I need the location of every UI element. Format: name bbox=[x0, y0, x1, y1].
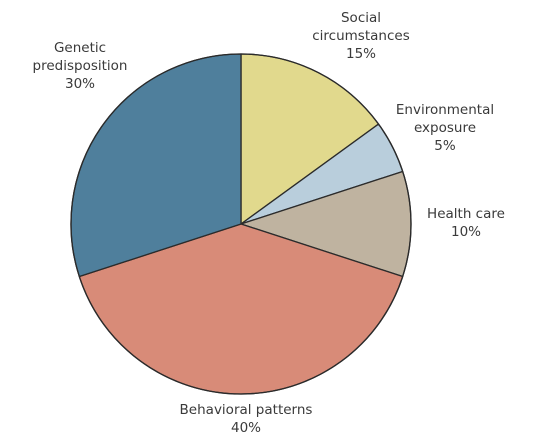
slice-label-health-care: Health care 10% bbox=[427, 206, 505, 240]
slice-name-label: circumstances bbox=[312, 28, 409, 44]
slice-value-label: 5% bbox=[434, 138, 456, 154]
slice-name-label: Behavioral patterns bbox=[180, 402, 313, 418]
slice-label-social-circumstances: Social circumstances 15% bbox=[312, 10, 409, 62]
slice-value-label: 10% bbox=[451, 224, 481, 240]
pie-labels: Social circumstances 15% Environmental expos… bbox=[33, 10, 505, 436]
slice-name-label: Environmental bbox=[396, 102, 494, 118]
slice-value-label: 15% bbox=[346, 46, 376, 62]
slice-value-label: 30% bbox=[65, 76, 95, 92]
slice-name-label: exposure bbox=[414, 120, 476, 136]
slice-value-label: 40% bbox=[231, 420, 261, 436]
slice-name-label: Health care bbox=[427, 206, 505, 222]
slice-label-behavioral-patterns: Behavioral patterns 40% bbox=[180, 402, 313, 436]
slice-name-label: Genetic bbox=[54, 40, 106, 56]
slice-label-genetic-predisposition: Genetic predisposition 30% bbox=[33, 40, 128, 92]
slice-name-label: predisposition bbox=[33, 58, 128, 74]
slice-label-environmental-exposure: Environmental exposure 5% bbox=[396, 102, 494, 154]
pie-slices bbox=[70, 53, 412, 395]
slice-name-label: Social bbox=[341, 10, 381, 26]
pie-outline bbox=[70, 53, 412, 395]
